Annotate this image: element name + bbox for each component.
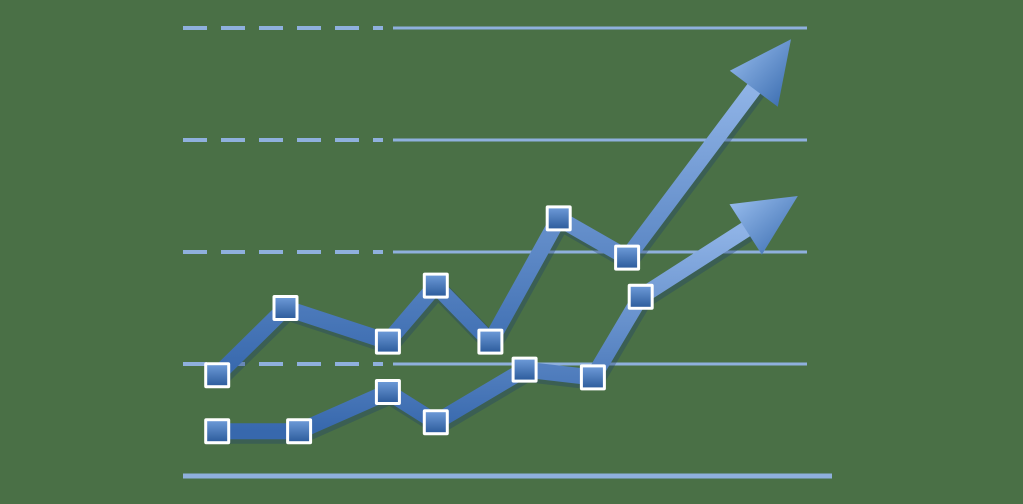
series-1-marker-5: [480, 331, 501, 352]
series-1-marker-3: [377, 331, 398, 352]
series-2-marker-5: [514, 359, 535, 380]
series-2: [204, 196, 798, 445]
series-1-marker-4: [425, 275, 446, 296]
series-2-line: [209, 221, 754, 440]
series-1-marker-7: [617, 247, 638, 268]
series-2-marker-4: [425, 412, 446, 433]
series-2-arrow-head: [729, 196, 798, 255]
series-1-arrow-head: [729, 39, 791, 107]
series-1-marker-2: [275, 298, 296, 318]
series-2-marker-2: [289, 421, 310, 442]
series-1: [204, 39, 791, 389]
series-2-marker-7: [630, 286, 651, 307]
series-1-marker-6: [548, 208, 569, 229]
series-2-marker-6: [582, 367, 603, 388]
series-2-marker-1: [207, 421, 228, 442]
series-group: [204, 39, 798, 445]
series-1-marker-1: [207, 365, 228, 386]
series-2-marker-3: [377, 382, 398, 402]
